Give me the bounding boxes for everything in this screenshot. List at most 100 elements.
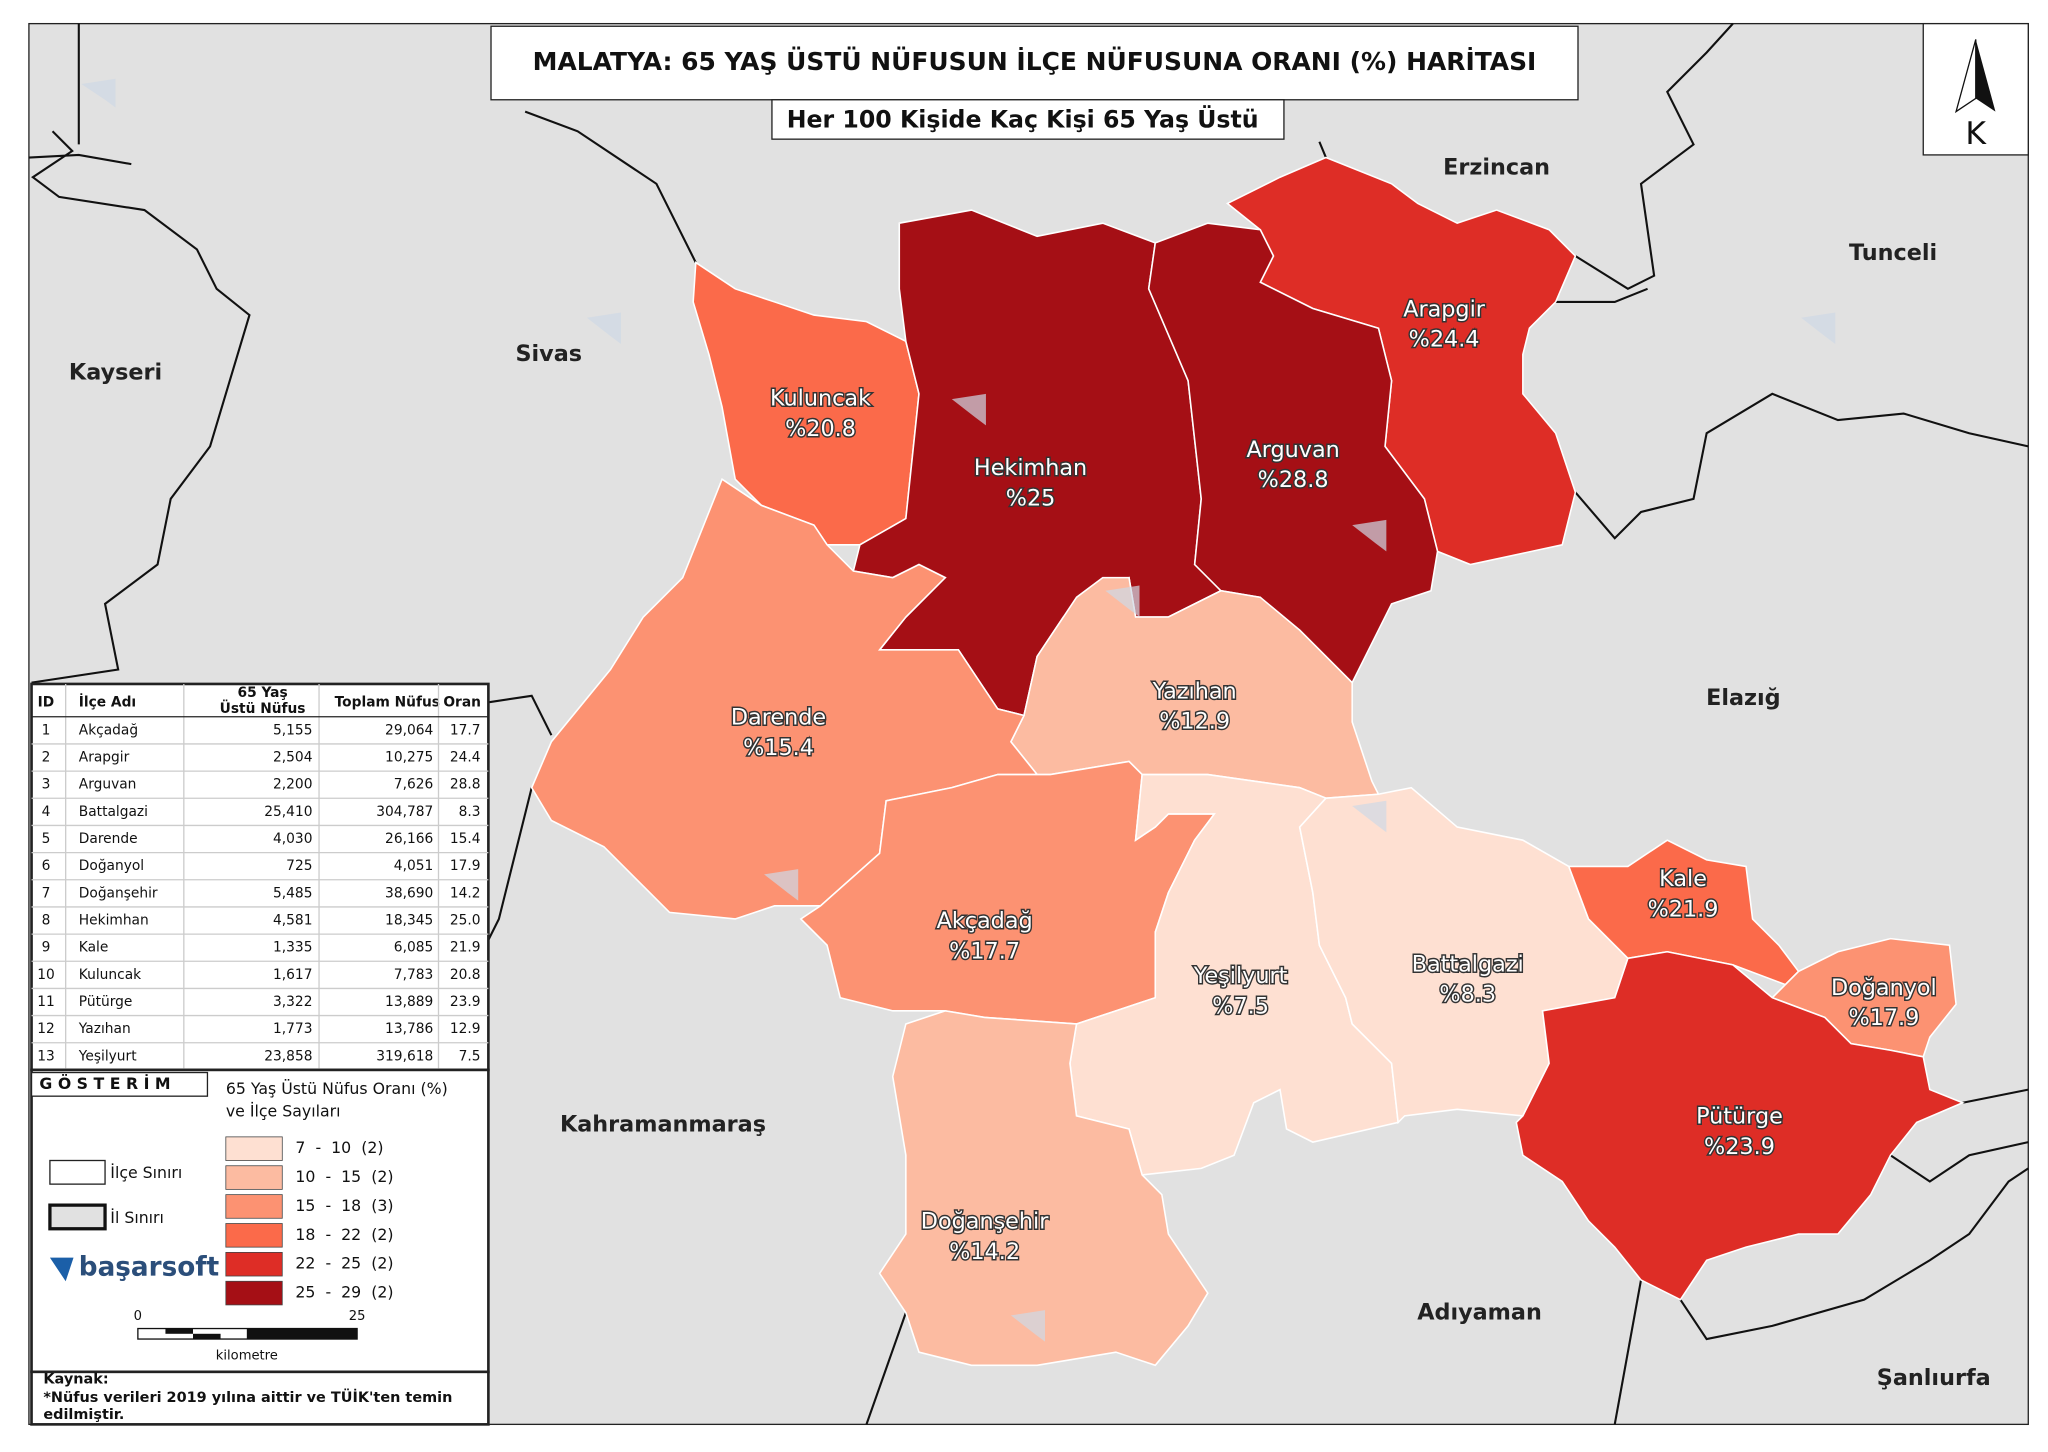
- table-cell: 8.3: [459, 804, 481, 820]
- table-cell: 4: [42, 804, 51, 820]
- table-cell: 25,410: [264, 804, 312, 820]
- table-cell: 725: [286, 858, 312, 874]
- table-cell: 3: [42, 777, 51, 793]
- source-note: *Nüfus verileri 2019 yılına aittir ve TÜ…: [43, 1388, 452, 1406]
- subtitle: Her 100 Kişide Kaç Kişi 65 Yaş Üstü: [787, 105, 1259, 133]
- logo: başarsoft: [79, 1253, 219, 1283]
- table-cell: 1,617: [273, 967, 312, 983]
- table-cell: 6: [42, 858, 51, 874]
- province-name: Erzincan: [1443, 155, 1550, 181]
- legend-label: İl Sınırı: [110, 1208, 164, 1227]
- legend-label: 18 - 22 (2): [295, 1225, 393, 1244]
- table-cell: 13,786: [385, 1021, 433, 1037]
- table-cell: 4,581: [273, 913, 312, 929]
- district-value: %17.9: [1848, 1005, 1919, 1031]
- table-cell: 8: [42, 913, 51, 929]
- legend-swatch: [225, 1280, 283, 1306]
- table-cell: 15.4: [450, 831, 481, 847]
- province-border-swatch: [48, 1203, 107, 1231]
- table-cell: 7: [42, 885, 51, 901]
- province-name: Kahramanmaraş: [560, 1112, 766, 1138]
- table-cell: Doğanşehir: [79, 885, 158, 901]
- title-box: [490, 25, 1579, 101]
- legend-label: 22 - 25 (2): [295, 1254, 393, 1273]
- table-cell: 18,345: [385, 913, 433, 929]
- scale-bar: [165, 1328, 194, 1334]
- table-cell: Kuluncak: [79, 967, 141, 983]
- table-cell: 21.9: [450, 940, 481, 956]
- table-header: İlçe Adı: [79, 693, 136, 710]
- table-cell: 9: [42, 940, 51, 956]
- district-border-swatch: [49, 1159, 106, 1185]
- table-cell: 25.0: [450, 913, 481, 929]
- legend-swatch: [225, 1136, 283, 1161]
- district-name: Arapgir: [1403, 296, 1486, 322]
- table-cell: 1: [42, 722, 51, 738]
- legend-swatch: [225, 1223, 283, 1248]
- legend-subtitle: 65 Yaş Üstü Nüfus Oranı (%): [226, 1079, 448, 1098]
- table-cell: 38,690: [385, 885, 433, 901]
- district-value: %17.7: [949, 938, 1020, 964]
- table-cell: 3,322: [273, 994, 312, 1010]
- table-header: ID: [38, 694, 55, 710]
- district-area: [1515, 950, 1965, 1301]
- table-cell: Akçadağ: [79, 722, 138, 738]
- legend-swatch: [225, 1165, 283, 1190]
- legend-swatch: [225, 1252, 283, 1277]
- table-cell: 1,773: [273, 1021, 312, 1037]
- province-name: Sivas: [515, 341, 582, 367]
- table-cell: 6,085: [394, 940, 433, 956]
- district-name: Doğanyol: [1831, 975, 1937, 1001]
- table-cell: 17.9: [450, 858, 481, 874]
- table-cell: 24.4: [450, 750, 481, 766]
- table-cell: Kale: [79, 940, 109, 956]
- table-cell: 304,787: [376, 804, 433, 820]
- table-cell: 4,030: [273, 831, 312, 847]
- district-name: Battalgazi: [1412, 951, 1524, 977]
- scale-label: 25: [349, 1309, 366, 1324]
- source-title: Kaynak:: [43, 1372, 108, 1388]
- legend-label: 25 - 29 (2): [295, 1283, 393, 1302]
- table-cell: 17.7: [450, 722, 481, 738]
- table-cell: Darende: [79, 831, 138, 847]
- province-name: Kayseri: [69, 359, 162, 385]
- district-name: Hekimhan: [974, 455, 1087, 481]
- source-box: [30, 1370, 490, 1426]
- table-cell: 20.8: [450, 967, 481, 983]
- legend-label: İlçe Sınırı: [110, 1163, 182, 1182]
- province-borders: [28, 22, 2029, 1425]
- district-value: %23.9: [1704, 1134, 1775, 1160]
- table-cell: 1,335: [273, 940, 312, 956]
- table-header: Üstü Nüfus: [220, 699, 306, 717]
- district-name: Yeşilyurt: [1193, 963, 1288, 989]
- table-cell: 319,618: [376, 1048, 433, 1064]
- district-name: Darende: [731, 705, 826, 731]
- district-value: %24.4: [1409, 327, 1480, 353]
- table-cell: 13,889: [385, 994, 433, 1010]
- legend-label: 10 - 15 (2): [295, 1167, 393, 1186]
- table-cell: 4,051: [394, 858, 433, 874]
- district-value: %15.4: [743, 735, 814, 761]
- title: MALATYA: 65 YAŞ ÜSTÜ NÜFUSUN İLÇE NÜFUSU…: [533, 46, 1537, 76]
- table-cell: 7,626: [394, 777, 433, 793]
- logo-mark: [49, 1257, 74, 1282]
- province-name: Elazığ: [1706, 685, 1781, 711]
- table-header: 65 Yaş: [238, 685, 288, 701]
- legend-label: 15 - 18 (3): [295, 1196, 393, 1215]
- table-cell: 2: [42, 750, 51, 766]
- table-cell: Battalgazi: [79, 804, 148, 820]
- table-cell: Yeşilyurt: [78, 1048, 137, 1064]
- scale-unit: kilometre: [216, 1349, 278, 1364]
- table-cell: 23,858: [264, 1048, 312, 1064]
- district-name: Akçadağ: [937, 908, 1033, 934]
- table-cell: 5: [42, 831, 51, 847]
- table-cell: 5,485: [273, 885, 312, 901]
- district-area: [1147, 222, 1439, 684]
- legend-title-box: [30, 1071, 209, 1097]
- legend-label: 7 - 10 (2): [295, 1138, 383, 1157]
- table-cell: 23.9: [450, 994, 481, 1010]
- source-note: edilmiştir.: [43, 1407, 124, 1423]
- table-cell: 14.2: [450, 885, 481, 901]
- north-arrow: [1975, 39, 1996, 112]
